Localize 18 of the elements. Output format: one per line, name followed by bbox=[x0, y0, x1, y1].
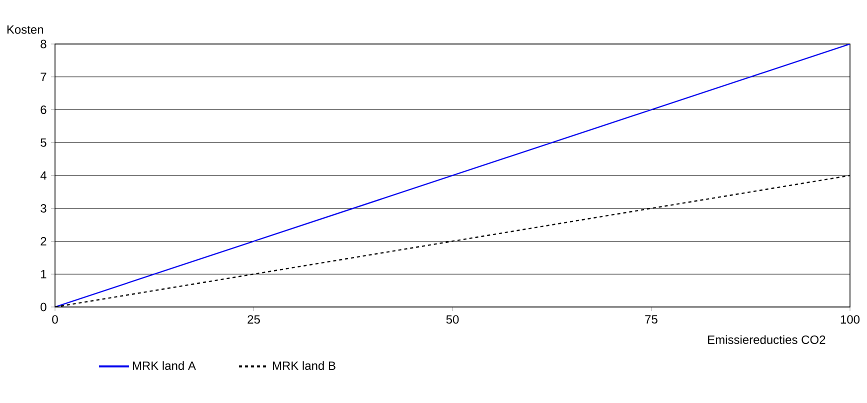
x-axis-title: Emissiereducties CO2 bbox=[708, 335, 826, 344]
y-tick-label: 5 bbox=[40, 138, 46, 147]
y-tick-label: 8 bbox=[40, 40, 46, 48]
y-tick-label: 4 bbox=[40, 171, 46, 180]
y-tick-label: 3 bbox=[40, 204, 46, 213]
x-tick-label: 100 bbox=[840, 315, 860, 324]
x-tick-label: 50 bbox=[446, 315, 459, 324]
x-tick-label: 0 bbox=[52, 315, 58, 324]
x-tick-label: 25 bbox=[248, 315, 260, 324]
legend-label: MRK land B bbox=[272, 361, 336, 370]
y-tick-label: 7 bbox=[40, 72, 46, 82]
x-tick-label: 75 bbox=[645, 315, 658, 324]
y-tick-label: 6 bbox=[40, 106, 46, 114]
y-tick-label: 0 bbox=[40, 302, 46, 312]
y-axis-title: Kosten bbox=[7, 25, 44, 34]
y-tick-label: 2 bbox=[40, 237, 46, 246]
y-tick-label: 1 bbox=[41, 270, 46, 278]
legend-label: MRK land A bbox=[132, 361, 196, 370]
